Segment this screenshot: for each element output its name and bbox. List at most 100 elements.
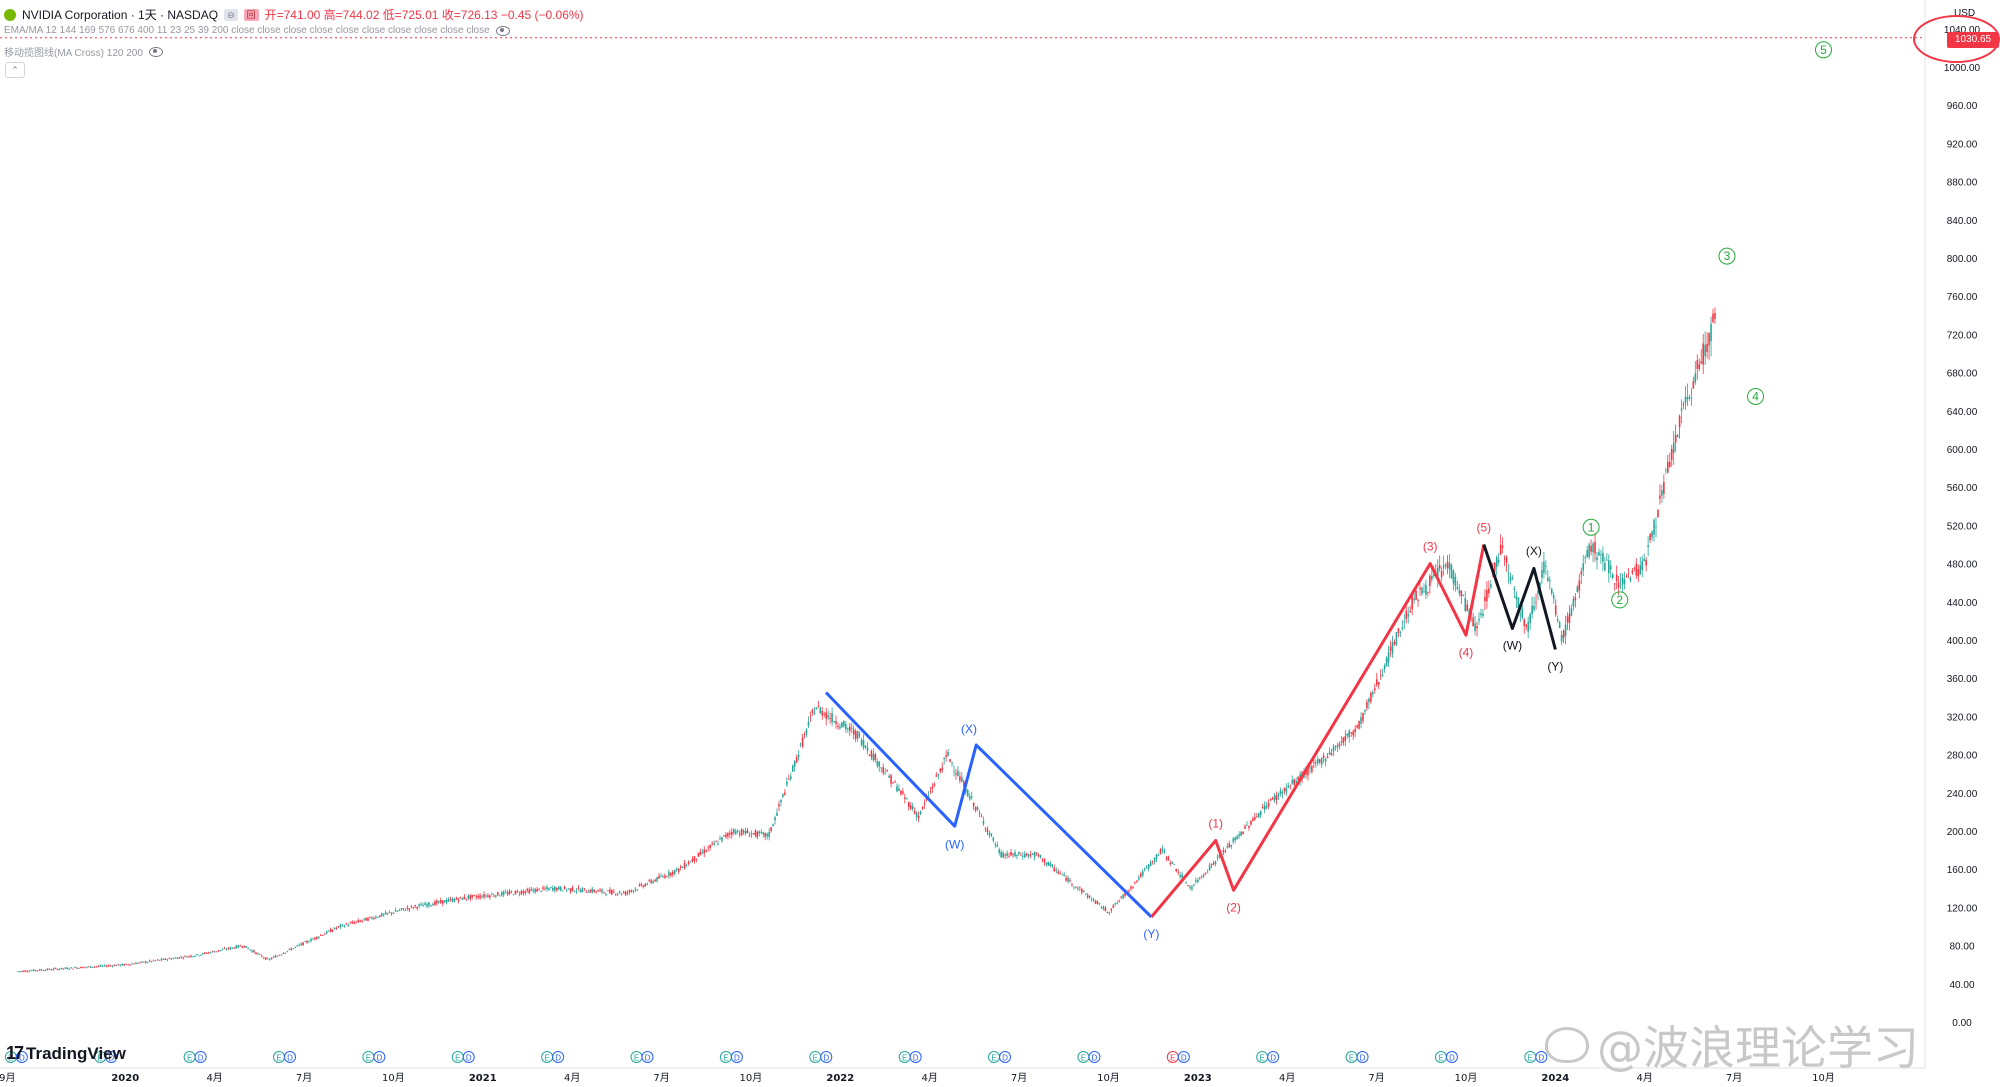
candle-body — [1419, 587, 1421, 590]
candle-body — [666, 876, 668, 878]
tradingview-logo[interactable]: 17 TradingView — [6, 1043, 126, 1064]
event-marker-circle[interactable] — [909, 1051, 922, 1063]
event-marker-circle[interactable] — [15, 1051, 28, 1063]
candle-body — [1222, 850, 1225, 853]
candle-body — [1531, 605, 1533, 615]
indicator-ema-ma[interactable]: EMA/MA 12 144 169 576 676 400 11 23 25 3… — [4, 25, 510, 36]
candle-body — [400, 908, 403, 910]
candle-body — [884, 773, 886, 775]
candle-body — [776, 812, 778, 816]
candle-body — [1403, 621, 1406, 623]
candle-body — [723, 835, 725, 837]
candle-body — [1564, 624, 1567, 637]
candle-body — [274, 955, 277, 958]
candle-body — [872, 754, 875, 761]
candle-body — [1090, 899, 1093, 901]
collapse-legend-button[interactable]: ⌃ — [5, 62, 25, 78]
wave-label: 5 — [1820, 43, 1827, 57]
event-marker-circle[interactable] — [105, 1051, 118, 1063]
candle-body — [642, 885, 645, 888]
time-axis: 9月 2020 4月 7月 10月 2021 4月 7月 10月 2022 4月 7月 10月 2023 4… — [0, 1067, 1925, 1084]
candle-body — [353, 922, 356, 924]
event-marker-circle[interactable] — [1177, 1051, 1190, 1063]
candle-body — [412, 907, 415, 909]
candle-body — [1043, 859, 1046, 863]
candle-body — [1411, 595, 1413, 610]
indicator-ma-cross[interactable]: 移动揽图线(MA Cross) 120 200 — [4, 44, 163, 59]
candle-body — [414, 905, 417, 907]
candle-body — [772, 824, 774, 827]
candle-body — [170, 958, 173, 960]
candle-body — [1615, 574, 1618, 582]
candle-body — [646, 884, 649, 885]
candle-body — [1549, 580, 1551, 582]
candle-body — [439, 900, 442, 903]
box-button[interactable]: 回 — [243, 8, 259, 21]
event-marker-label: E — [8, 1054, 13, 1063]
candle-body — [398, 909, 401, 911]
event-marker-circle[interactable] — [283, 1051, 296, 1063]
event-marker-circle[interactable] — [641, 1051, 654, 1063]
candle-body — [866, 747, 869, 751]
candle-body — [654, 879, 656, 882]
candle-body — [86, 966, 88, 968]
candle-body — [1586, 550, 1588, 557]
candle-body — [902, 791, 904, 794]
candle-body — [89, 966, 92, 968]
event-marker-circle[interactable] — [730, 1051, 743, 1063]
candle-body — [660, 875, 662, 877]
event-marker-circle[interactable] — [1356, 1051, 1369, 1063]
candle-body — [1368, 699, 1370, 703]
candle-body — [247, 948, 249, 950]
candle-body — [178, 957, 181, 959]
candle-body — [550, 887, 552, 888]
candle-body — [150, 960, 153, 962]
candle-body — [52, 968, 55, 970]
candle-body — [672, 871, 674, 875]
candle-body — [1454, 576, 1457, 586]
event-marker-circle[interactable] — [1088, 1051, 1101, 1063]
candle-body — [729, 832, 731, 835]
candle-body — [408, 908, 411, 910]
candle-body — [754, 830, 757, 836]
candle-body — [1578, 580, 1581, 591]
candle-body — [603, 891, 605, 893]
candle-body — [709, 844, 711, 848]
event-marker-circle[interactable] — [373, 1051, 386, 1063]
event-marker-circle[interactable] — [1535, 1051, 1548, 1063]
event-marker-circle[interactable] — [194, 1051, 207, 1063]
candle-body — [355, 921, 358, 923]
candle-body — [1285, 787, 1288, 793]
blue-wave-line[interactable] — [824, 691, 1153, 919]
black-wave-line[interactable] — [1482, 544, 1557, 650]
event-marker-circle[interactable] — [1267, 1051, 1280, 1063]
candle-body — [66, 967, 68, 970]
candle-body — [1499, 544, 1502, 555]
indicator-macross-label: 移动揽图线(MA Cross) 120 200 — [4, 48, 143, 59]
candle-body — [839, 726, 841, 729]
price-tick-label: 760.00 — [1947, 292, 1978, 303]
candle-body — [589, 890, 592, 893]
candle-body — [898, 788, 900, 791]
candle-body — [1177, 871, 1179, 873]
event-marker-circle[interactable] — [999, 1051, 1012, 1063]
candle-body — [648, 880, 651, 882]
candle-body — [581, 888, 584, 893]
candle-body — [200, 954, 202, 956]
event-marker-circle[interactable] — [462, 1051, 475, 1063]
event-marker-circle[interactable] — [820, 1051, 833, 1063]
price-tick-label: 680.00 — [1947, 369, 1978, 380]
event-marker-circle[interactable] — [552, 1051, 565, 1063]
eye-icon[interactable] — [495, 25, 510, 36]
candle-body — [542, 887, 544, 889]
minus-button[interactable]: ⊖ — [224, 8, 238, 21]
candle-body — [331, 930, 334, 932]
red-wave-line[interactable] — [1150, 544, 1486, 918]
event-marker-circle[interactable] — [1445, 1051, 1458, 1063]
candle-body — [1171, 861, 1174, 864]
candle-body — [1020, 854, 1022, 856]
eye-icon[interactable] — [148, 46, 163, 57]
candle-body — [339, 924, 342, 928]
symbol-header[interactable]: NVIDIA Corporation · 1天 · NASDAQ ⊖ 回 开=7… — [4, 6, 584, 23]
